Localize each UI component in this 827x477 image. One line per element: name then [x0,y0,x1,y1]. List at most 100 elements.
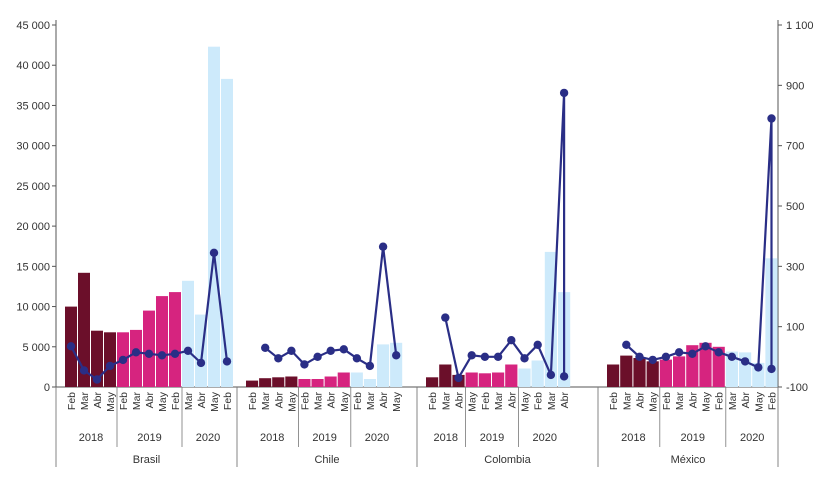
bar-méxico-8 [712,346,725,387]
month-label: Feb [533,392,545,410]
year-label: 2020 [533,432,557,444]
month-label: Abr [144,392,156,409]
month-label: Abr [454,392,466,409]
month-label: Abr [92,392,104,409]
line-point-chile-4 [313,352,322,361]
line-point-méxico-11 [767,114,776,123]
country-label-brasil: Brasil [133,454,161,466]
line-point-colombia-8 [546,370,556,380]
month-label: Mar [365,392,377,411]
line-point-chile-10 [392,351,401,360]
month-label: Mar [546,392,558,411]
month-label: Abr [273,392,285,409]
left-tick-label: 40 000 [16,60,50,72]
month-label: Abr [687,392,699,409]
left-tick-label: 45 000 [16,20,50,32]
year-label: 2019 [312,432,336,444]
line-point-méxico-10 [754,363,763,372]
line-point-colombia-0 [441,313,450,322]
line-point-brasil-0 [66,342,76,351]
line-point-méxico-1 [635,352,644,361]
line-point-colombia-9 [559,88,569,98]
month-label: Feb [608,392,620,410]
month-label: Mar [313,392,325,411]
month-label: Mar [440,392,452,411]
bar-méxico-3 [646,361,659,387]
right-tick-label: 500 [786,201,804,213]
line-point-colombia-6 [520,354,529,363]
month-label: May [520,391,532,412]
bar-colombia-0 [426,377,439,387]
month-label: Mar [79,392,91,411]
bar-brasil-3 [104,332,116,387]
bar-colombia-9 [544,251,557,387]
month-label: Mar [183,392,195,411]
bar-brasil-5 [130,329,142,387]
left-tick-label: 0 [44,382,50,394]
bar-méxico-7 [699,342,712,387]
line-point-brasil-5 [131,348,141,357]
year-label: 2020 [196,432,220,444]
month-label: Feb [299,392,311,410]
line-point-méxico-9 [740,357,750,366]
bar-méxico-9 [725,351,738,387]
line-point-colombia-3 [480,352,490,361]
line-point-méxico-3 [661,352,671,361]
year-label: 2019 [681,432,705,444]
bar-brasil-7 [156,296,168,387]
month-label: Abr [506,392,518,409]
month-label: Feb [480,392,492,410]
month-label: Feb [247,392,259,410]
left-tick-label: 35 000 [16,100,50,112]
bar-chile-7 [337,372,350,387]
bar-chile-8 [350,372,363,387]
line-point-colombia-5 [507,336,516,345]
year-label: 2019 [137,432,161,444]
line-point-brasil-9 [183,346,193,355]
month-label: Feb [767,392,779,410]
month-label: Feb [661,392,673,410]
line-point-brasil-4 [118,355,128,365]
month-label: Feb [427,392,439,410]
bar-chile-10 [377,344,390,387]
bar-brasil-11 [208,46,220,387]
line-point-méxico-0 [622,340,631,349]
right-tick-label: 100 [786,322,804,334]
line-point-méxico-8 [727,352,737,361]
month-label: Feb [714,392,726,410]
bar-méxico-4 [659,359,672,387]
line-point-chile-3 [300,360,309,369]
right-tick-label: 700 [786,141,804,153]
month-label: Feb [170,392,182,410]
month-label: Mar [727,392,739,411]
right-tick-label: 900 [786,80,804,92]
month-label: Abr [559,392,571,409]
month-label: May [391,391,403,412]
left-tick-label: 20 000 [16,221,50,233]
month-label: May [467,391,479,412]
year-label: 2018 [79,432,103,444]
bar-chile-1 [259,378,272,387]
bar-colombia-7 [518,368,531,387]
line-point-brasil-2 [92,375,102,384]
bar-brasil-12 [221,78,233,388]
line-point-méxico-2 [648,355,657,365]
month-label: May [701,391,713,412]
line-point-colombia-10 [559,372,569,381]
bar-chile-0 [246,380,259,387]
month-label: Feb [222,392,234,410]
bar-méxico-1 [620,355,633,387]
bar-colombia-3 [465,372,478,387]
bar-chile-6 [324,376,337,387]
month-label: Abr [635,392,647,409]
bar-brasil-8 [169,292,181,387]
line-point-colombia-7 [533,340,542,349]
line-point-brasil-8 [170,349,180,358]
bar-colombia-1 [439,364,452,387]
year-label: 2020 [365,432,389,444]
bar-chile-4 [298,379,311,387]
year-label: 2018 [434,432,458,444]
bar-brasil-6 [143,310,155,387]
bar-méxico-0 [607,364,620,387]
line-point-brasil-3 [105,361,115,371]
